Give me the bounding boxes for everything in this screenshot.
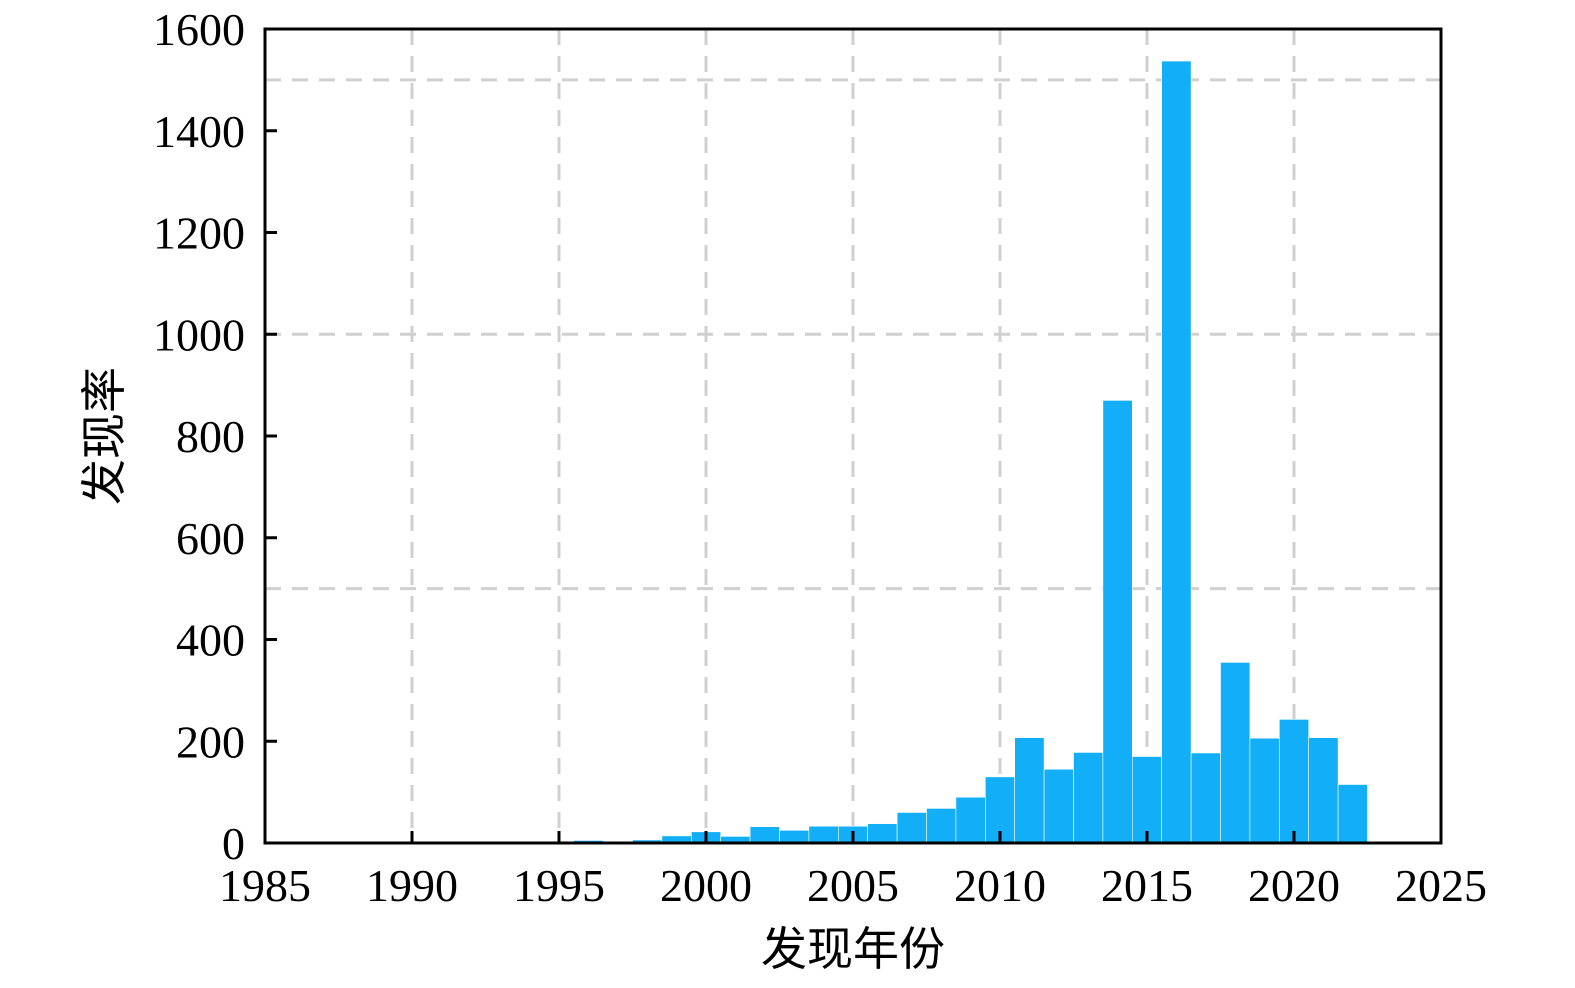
grid [265, 29, 1441, 843]
bar [1190, 752, 1221, 844]
y-tick-label: 1600 [153, 4, 245, 55]
x-tick-labels: 1985 1990 1995 2000 2005 2010 2015 2020 2025 [219, 860, 1487, 911]
bar [749, 826, 780, 844]
bar [1014, 737, 1045, 844]
bar [1102, 400, 1133, 844]
bar [1132, 756, 1163, 844]
bars [338, 60, 1368, 844]
y-tick-label: 800 [176, 411, 245, 462]
y-tick-label: 1400 [153, 106, 245, 157]
bar [1337, 784, 1368, 844]
bar [1308, 737, 1339, 844]
y-tick-label: 1000 [153, 309, 245, 360]
bar [926, 808, 957, 844]
y-tick-label: 1200 [153, 208, 245, 259]
x-tick-label: 2020 [1248, 860, 1340, 911]
x-tick-label: 2000 [660, 860, 752, 911]
bar [896, 812, 927, 844]
bar [1279, 719, 1310, 844]
bar [1161, 60, 1192, 844]
y-axis-title: 发现率 [77, 367, 131, 505]
x-tick-label: 1995 [513, 860, 605, 911]
x-tick-label: 2025 [1395, 860, 1487, 911]
y-tick-label: 200 [176, 716, 245, 767]
bar [1249, 737, 1280, 844]
x-tick-label: 1990 [366, 860, 458, 911]
x-axis-title: 发现年份 [761, 922, 945, 976]
bar [1043, 768, 1074, 844]
y-tick-label: 0 [222, 818, 245, 869]
bar [1073, 752, 1104, 844]
x-tick-label: 2005 [807, 860, 899, 911]
x-tick-label: 1985 [219, 860, 311, 911]
x-tick-label: 2015 [1101, 860, 1193, 911]
ticks [263, 27, 1443, 845]
bar [808, 825, 839, 844]
bar [779, 829, 810, 844]
x-tick-label: 2010 [954, 860, 1046, 911]
y-tick-labels: 0 200 400 600 800 1000 1200 1400 1600 [153, 4, 245, 869]
y-tick-label: 400 [176, 615, 245, 666]
y-tick-label: 600 [176, 513, 245, 564]
bar [1220, 662, 1251, 844]
bar [867, 823, 898, 844]
bar [955, 796, 986, 844]
